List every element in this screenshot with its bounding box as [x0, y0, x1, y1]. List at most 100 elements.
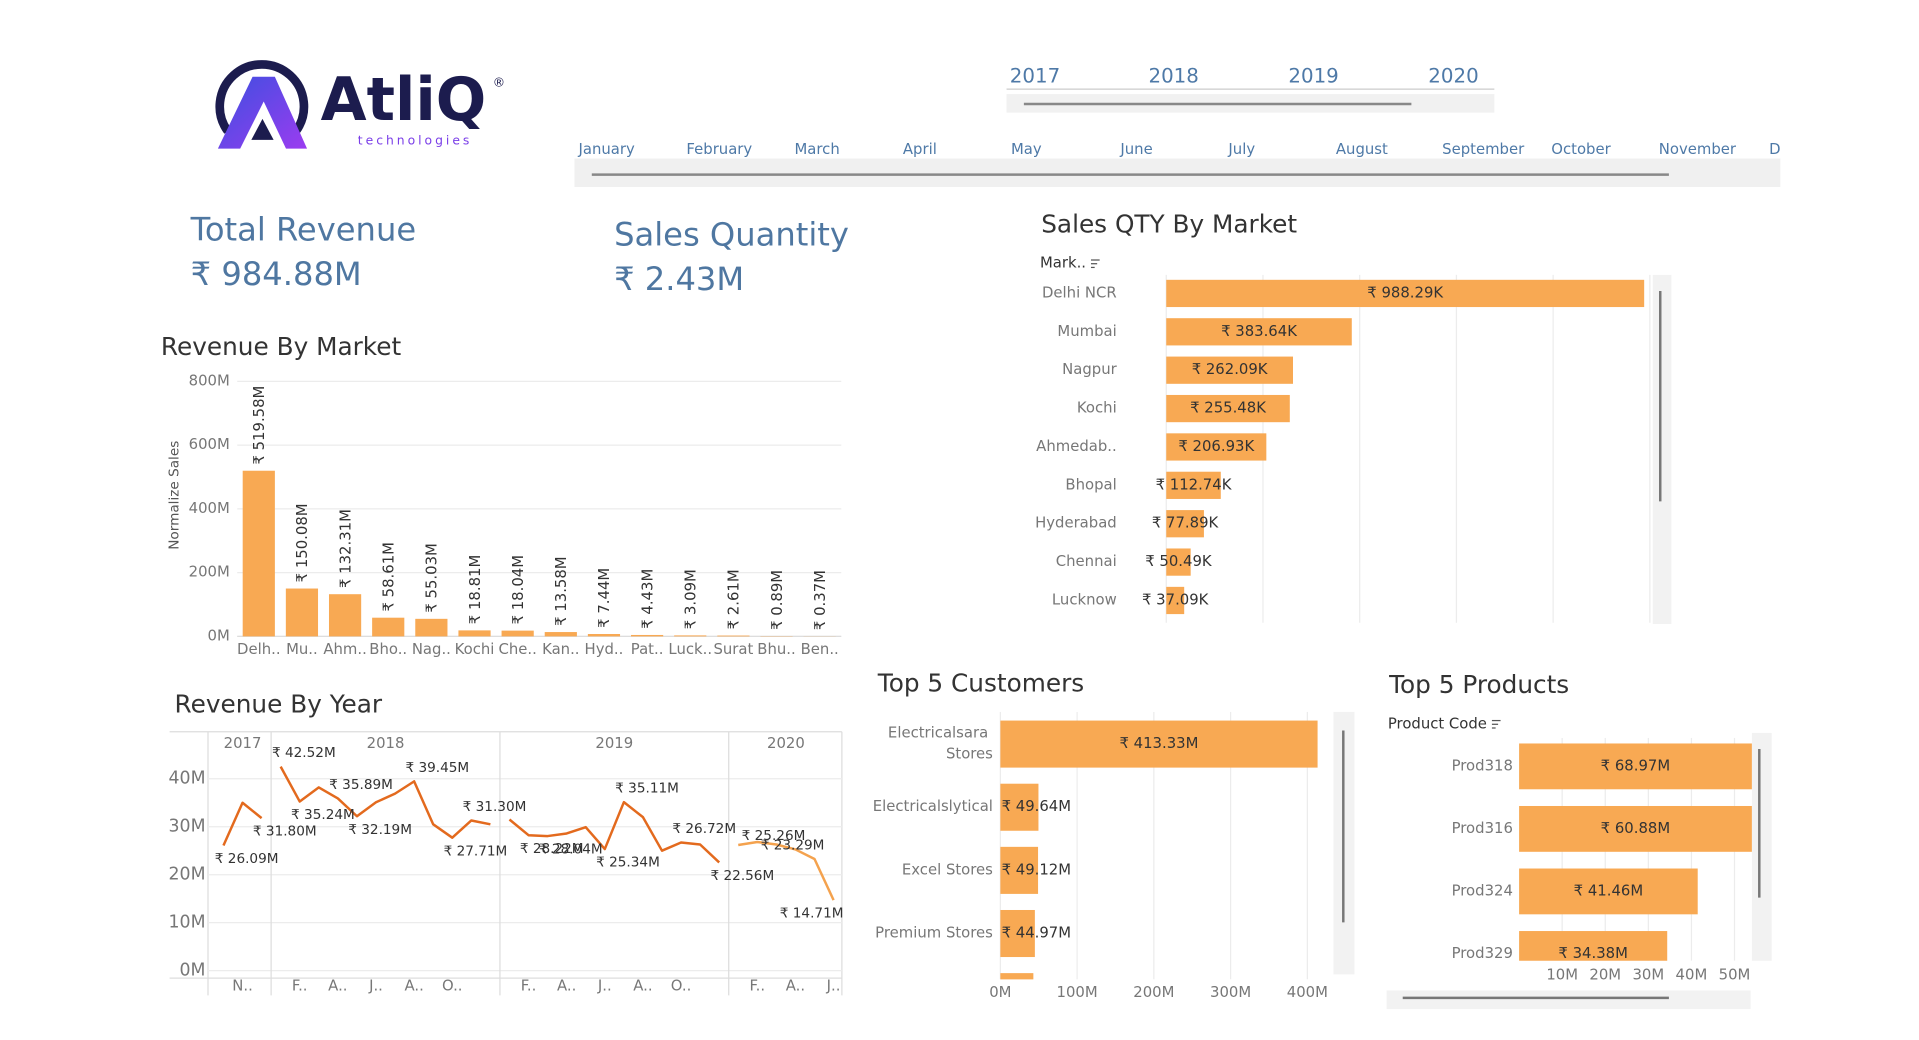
category-label: Bhopal	[1065, 475, 1116, 493]
bar	[1166, 356, 1294, 384]
month-option[interactable]: January	[578, 140, 635, 158]
data-label: ₹ 22.56M	[711, 868, 775, 884]
x-tick-label: Pat..	[631, 640, 664, 658]
bar	[1000, 783, 1039, 831]
bar	[1000, 846, 1039, 894]
data-label: ₹ 255.48K	[1190, 399, 1267, 417]
logo-a	[217, 76, 308, 149]
data-label: ₹ 35.11M	[615, 781, 679, 797]
x-tick-label: 200M	[1133, 983, 1174, 1001]
year-option[interactable]: 2019	[1288, 64, 1338, 87]
x-tick-label: J..	[826, 977, 841, 995]
month-option[interactable]: May	[1011, 140, 1042, 158]
year-header: 2020	[767, 734, 805, 752]
x-tick-label: Ahm..	[323, 640, 366, 658]
kpi-value: ₹ 984.88M	[191, 255, 362, 293]
year-option[interactable]: 2017	[1010, 64, 1060, 87]
data-label: ₹ 26.72M	[672, 821, 736, 837]
bar	[1519, 931, 1668, 961]
data-label: ₹ 14.71M	[780, 906, 844, 922]
data-label: ₹ 132.31M	[336, 509, 354, 588]
bar	[544, 632, 577, 637]
x-tick-label: F..	[292, 977, 308, 995]
year-header: 2019	[595, 734, 633, 752]
data-label: ₹ 23.29M	[761, 837, 825, 853]
data-label: ₹ 34.38M	[1558, 944, 1627, 962]
kpi-label: Total Revenue	[190, 211, 416, 249]
data-label: ₹ 383.64K	[1221, 322, 1298, 340]
chart-title: Revenue By Market	[161, 332, 402, 361]
x-tick-label: Delh..	[237, 640, 281, 658]
y-tick-label: 200M	[189, 563, 230, 581]
year-header: 2017	[224, 734, 262, 752]
bar	[1166, 394, 1290, 423]
data-label: ₹ 60.88M	[1601, 819, 1670, 837]
year-option[interactable]: 2018	[1148, 64, 1198, 87]
data-label: ₹ 4.43M	[638, 569, 656, 629]
data-label: ₹ 42.52M	[272, 745, 336, 761]
bar	[1166, 586, 1185, 615]
data-label: ₹ 25.26M	[742, 828, 806, 844]
month-option[interactable]: February	[686, 140, 752, 158]
category-label: Electricalsara Stores	[888, 724, 993, 763]
data-label: ₹ 31.80M	[253, 824, 317, 840]
y-tick-label: 600M	[189, 435, 230, 453]
bar	[1519, 743, 1752, 790]
x-tick-label: A..	[404, 977, 423, 995]
bar	[587, 634, 621, 637]
x-tick-label: O..	[671, 977, 692, 995]
x-tick-label: 100M	[1057, 983, 1098, 1001]
month-option[interactable]: September	[1442, 140, 1525, 158]
category-label: Electricalslytical	[873, 797, 993, 815]
sort-icon	[1090, 259, 1100, 269]
month-option[interactable]: October	[1551, 140, 1611, 158]
data-label: ₹ 0.37M	[811, 570, 829, 630]
bar	[1166, 471, 1221, 499]
data-label: ₹ 44.97M	[1002, 924, 1071, 942]
chart-title: Sales QTY By Market	[1041, 209, 1297, 238]
logo: AtliQ ® technologies	[215, 60, 505, 149]
category-label: Prod318	[1452, 756, 1513, 774]
data-label: ₹ 55.03M	[423, 543, 441, 612]
bar	[1000, 973, 1034, 980]
x-tick-label: Bho..	[369, 640, 407, 658]
year-header: 2018	[367, 734, 405, 752]
month-option[interactable]: August	[1336, 140, 1388, 158]
month-option[interactable]: November	[1659, 140, 1737, 158]
month-option[interactable]: December	[1769, 140, 1847, 158]
logo-notch	[251, 118, 274, 140]
year-filter: 2017 2018 2019 2020	[1006, 64, 1495, 113]
line	[508, 800, 721, 864]
bar	[1166, 318, 1352, 346]
month-option[interactable]: July	[1227, 140, 1255, 158]
plot-area: Electricalsara Stores ₹ 413.33M Electrical…	[873, 711, 1318, 980]
line	[738, 840, 835, 901]
data-label: ₹ 7.44M	[595, 568, 613, 628]
column-header: Mark..	[1040, 254, 1086, 272]
year-option[interactable]: 2020	[1428, 64, 1478, 87]
logo-sub: technologies	[358, 134, 473, 148]
bar	[1166, 279, 1645, 308]
data-label: ₹ 262.09K	[1192, 360, 1269, 378]
chart-title: Top 5 Products	[1388, 670, 1569, 699]
x-tick-label: A..	[786, 977, 805, 995]
data-label: ₹ 206.93K	[1178, 437, 1255, 455]
bar	[717, 635, 750, 637]
bar	[1166, 433, 1267, 461]
x-tick-label: N..	[232, 977, 253, 995]
month-option[interactable]: March	[794, 140, 839, 158]
data-label: ₹ 31.30M	[463, 799, 527, 815]
data-label: ₹ 27.71M	[444, 843, 508, 859]
bar	[458, 630, 491, 637]
month-scroll-track	[574, 158, 1781, 187]
month-option[interactable]: April	[903, 140, 937, 158]
bar	[1519, 868, 1698, 915]
data-label: ₹ 39.45M	[405, 760, 469, 776]
month-option[interactable]: June	[1119, 140, 1152, 158]
bar	[372, 617, 405, 637]
x-tick-label: A..	[328, 977, 347, 995]
x-tick-label: Surat	[713, 640, 753, 658]
category-label: Prod324	[1452, 881, 1513, 899]
month-options: January February March April May June Ju…	[578, 140, 1847, 158]
